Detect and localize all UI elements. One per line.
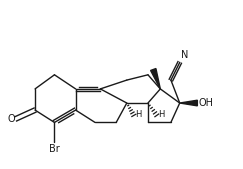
Text: N: N — [182, 50, 189, 60]
Text: H: H — [158, 110, 165, 119]
Text: Br: Br — [49, 144, 60, 154]
Text: O: O — [7, 114, 15, 124]
Polygon shape — [151, 69, 160, 89]
Text: OH: OH — [198, 98, 213, 108]
Polygon shape — [180, 100, 197, 106]
Text: H: H — [136, 110, 142, 119]
